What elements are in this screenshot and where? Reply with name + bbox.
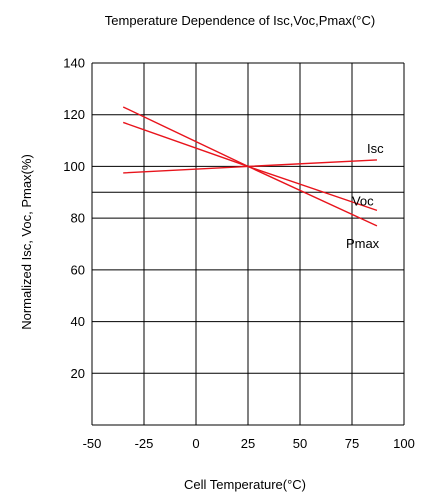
x-tick-label: 0	[192, 436, 199, 451]
x-axis-label: Cell Temperature(°C)	[184, 477, 306, 492]
series-lines	[122, 106, 378, 227]
y-tick-label: 140	[63, 56, 85, 71]
x-tick-label: -25	[135, 436, 154, 451]
y-tick-label: 40	[71, 314, 85, 329]
y-tick-label: 60	[71, 262, 85, 277]
x-tick-label: 50	[293, 436, 307, 451]
y-tick-label: 20	[71, 366, 85, 381]
x-tick-label: 75	[345, 436, 359, 451]
x-tick-label: 100	[393, 436, 415, 451]
y-tick-label: 120	[63, 107, 85, 122]
chart-title: Temperature Dependence of Isc,Voc,Pmax(°…	[105, 13, 375, 28]
x-tick-label: -50	[83, 436, 102, 451]
series-label-voc: Voc	[352, 193, 374, 208]
y-tick-label: 80	[71, 211, 85, 226]
y-tick-label: 100	[63, 159, 85, 174]
series-label-isc: Isc	[367, 141, 384, 156]
y-axis-label: Normalized Isc, Voc, Pmax(%)	[19, 154, 34, 330]
tick-labels: -50 -25 0 25 50 75 100 20 40 60 80 100 120 140	[63, 56, 415, 452]
x-tick-label: 25	[241, 436, 255, 451]
series-label-pmax: Pmax	[346, 236, 380, 251]
series-line-pmax	[122, 106, 378, 227]
series-labels: Isc Voc Pmax	[346, 141, 384, 251]
